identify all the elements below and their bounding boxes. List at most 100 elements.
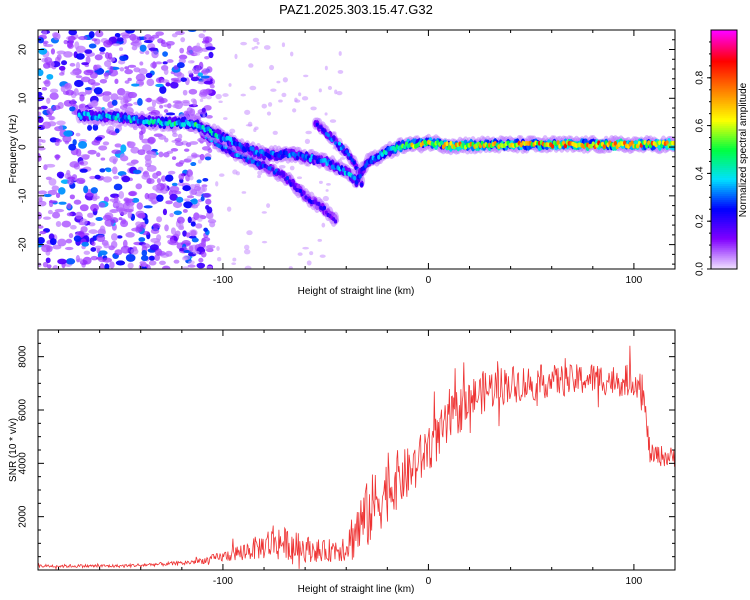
spectrogram-noise-cell — [156, 194, 164, 202]
spectrogram-noise-cell — [48, 178, 57, 186]
ridge-branch-cell — [322, 205, 327, 211]
spectrogram-noise-cell — [124, 208, 134, 213]
spectrogram-noise-cell — [74, 79, 84, 88]
spectrogram-noise-cell — [187, 216, 192, 224]
colorbar-segment — [711, 229, 737, 232]
spectrogram-noise-cell — [243, 249, 251, 255]
spectrogram-noise-cell — [116, 37, 124, 42]
spectrogram-noise-cell — [123, 197, 130, 203]
ridge-secondary-cell — [332, 136, 336, 141]
ridge-main-cell — [364, 163, 368, 168]
spectrogram-noise-cell — [169, 193, 178, 201]
ridge-main-cell — [377, 154, 381, 160]
colorbar-segment — [711, 67, 737, 71]
colorbar-segment — [711, 177, 737, 180]
spectrogram-noise-cell — [103, 72, 110, 77]
bottom-y-axis-label: SNR (10 * v/v) — [8, 418, 19, 482]
colorbar-segment — [711, 30, 737, 33]
spectrogram-noise-cell — [85, 56, 91, 65]
bottom-x-axis-label: Height of straight line (km) — [298, 584, 415, 595]
spectrogram-noise-cell — [80, 154, 91, 158]
spectrogram-noise-cell — [77, 91, 87, 97]
colorbar-segment — [711, 239, 737, 242]
spectrogram-noise-cell — [206, 211, 214, 220]
spectrogram-noise-cell — [38, 196, 43, 203]
spectrogram-noise-cell — [200, 196, 205, 202]
spectrogram-noise-cell — [171, 182, 178, 187]
colorbar-segment — [711, 265, 737, 268]
spectrogram-noise-cell — [150, 152, 157, 159]
spectrogram-noise-cell — [257, 170, 263, 176]
spectrogram-noise-cell — [68, 30, 78, 36]
spectrogram-noise-cell — [261, 211, 267, 214]
ridge-branch-cell — [285, 175, 290, 181]
colorbar-segment — [711, 73, 737, 77]
spectrogram-noise-cell — [82, 256, 92, 265]
spectrogram-noise-cell — [119, 153, 126, 161]
spectrogram-noise-cell — [91, 38, 98, 42]
colorbar-segment — [711, 205, 737, 208]
spectrogram-noise-cell — [226, 206, 232, 212]
spectrogram-noise-cell — [96, 234, 106, 243]
spectrogram-noise-cell — [138, 213, 146, 219]
spectrogram-noise-cell — [102, 91, 112, 96]
spectrogram-noise-cell — [79, 218, 88, 226]
spectrogram-noise-cell — [240, 41, 248, 46]
spectrogram-noise-cell — [170, 81, 179, 89]
spectrogram-noise-cell — [90, 187, 98, 194]
spectrogram-noise-cell — [192, 250, 200, 255]
spectrogram-noise-cell — [278, 99, 283, 103]
spectrogram-noise-cell — [146, 78, 155, 87]
spectrogram-noise-cell — [88, 43, 97, 49]
ridge-main-cell — [251, 146, 255, 152]
spectrogram-noise-cell — [151, 200, 157, 205]
spectrogram-noise-cell — [202, 192, 212, 198]
spectrogram-noise-cell — [186, 107, 193, 114]
spectrogram-noise-cell — [89, 175, 96, 180]
spectrogram-noise-cell — [65, 258, 76, 265]
spectrogram-noise-cell — [156, 177, 161, 184]
spectrogram-noise-cell — [128, 141, 136, 147]
spectrogram-noise-cell — [72, 139, 77, 146]
spectrogram-noise-cell — [60, 85, 66, 93]
colorbar-segment — [711, 147, 737, 151]
spectrogram-noise-cell — [127, 210, 133, 219]
ridge-main-cell — [284, 150, 288, 156]
spectrogram-noise-cell — [191, 154, 201, 158]
spectrogram-noise-cell — [69, 62, 76, 67]
spectrogram-noise-cell — [196, 262, 206, 269]
ridge-main-cell — [556, 140, 560, 145]
spectrogram-noise-cell — [75, 61, 81, 70]
ridge-secondary-cell — [326, 133, 330, 138]
spectrogram-noise-cell — [141, 249, 148, 257]
spectrogram-noise-cell — [38, 200, 47, 207]
colorbar-tick-label-0: 0.0 — [695, 262, 706, 276]
ridge-main-cell — [341, 167, 346, 173]
spectrogram-noise-cell — [88, 229, 98, 234]
ridge-main-cell — [279, 150, 283, 155]
ridge-main-cell — [449, 140, 453, 146]
spectrogram-noise-cell — [292, 108, 297, 113]
colorbar-segment — [711, 137, 737, 141]
spectrogram-noise-cell — [90, 82, 101, 86]
bottom-y-ticks: 2000 4000 6000 8000 — [18, 329, 675, 571]
spectrogram-noise-cell — [135, 73, 146, 82]
spectrogram-noise-cell — [337, 69, 344, 74]
spectrogram-noise-cell — [193, 52, 201, 56]
spectrogram-noise-cell — [53, 32, 61, 41]
spectrogram-noise-cell — [110, 93, 119, 101]
ridge-main-cell — [439, 140, 444, 146]
colorbar-segment — [711, 189, 737, 192]
ridge-main-cell — [660, 143, 664, 148]
spectrogram-noise-cell — [272, 130, 278, 135]
spectrogram-noise-cell — [179, 222, 184, 229]
top-y-tick-label-0: -20 — [18, 237, 29, 252]
colorbar-segment — [711, 223, 737, 226]
spectrogram-noise-cell — [99, 263, 105, 269]
spectrogram-noise-cell — [202, 30, 207, 33]
spectrogram-noise-cell — [81, 241, 90, 247]
spectrogram-noise-cell — [151, 99, 157, 108]
spectrogram-noise-cell — [118, 217, 123, 221]
spectrogram-noise-cell — [94, 174, 101, 180]
spectrogram-noise-cell — [186, 195, 195, 199]
